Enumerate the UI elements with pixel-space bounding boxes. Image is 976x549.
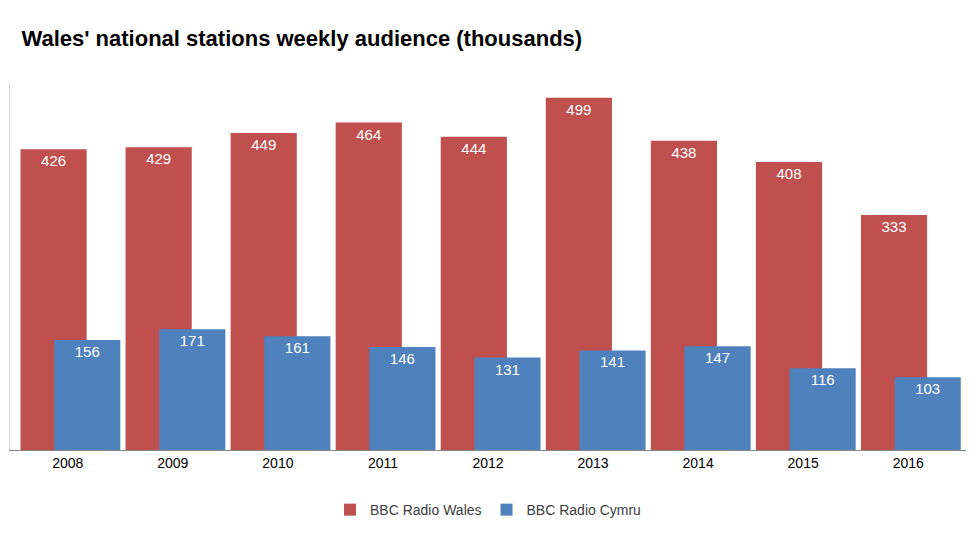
svg-text:444: 444 [461, 140, 486, 157]
svg-text:103: 103 [915, 380, 940, 397]
svg-text:2011: 2011 [368, 455, 398, 471]
svg-text:2010: 2010 [262, 455, 293, 471]
svg-text:438: 438 [671, 144, 696, 161]
svg-text:2013: 2013 [577, 455, 608, 471]
svg-text:2009: 2009 [157, 455, 188, 471]
svg-text:499: 499 [566, 101, 591, 118]
svg-text:449: 449 [251, 136, 276, 153]
svg-text:2016: 2016 [893, 455, 924, 471]
svg-text:146: 146 [390, 350, 415, 367]
svg-text:408: 408 [776, 165, 801, 182]
svg-text:147: 147 [705, 349, 730, 366]
svg-text:2015: 2015 [788, 455, 819, 471]
svg-text:Wales' national stations weekl: Wales' national stations weekly audience… [21, 26, 582, 51]
svg-text:BBC Radio Wales: BBC Radio Wales [370, 502, 482, 518]
svg-text:131: 131 [495, 361, 520, 378]
svg-text:426: 426 [41, 152, 66, 169]
svg-text:156: 156 [75, 343, 100, 360]
svg-text:161: 161 [285, 339, 310, 356]
svg-text:BBC Radio Cymru: BBC Radio Cymru [527, 502, 641, 518]
svg-text:2012: 2012 [472, 455, 503, 471]
svg-text:2014: 2014 [683, 455, 714, 471]
svg-text:141: 141 [600, 353, 625, 370]
svg-text:333: 333 [882, 218, 907, 235]
svg-text:171: 171 [180, 332, 205, 349]
svg-text:2008: 2008 [52, 455, 83, 471]
svg-text:464: 464 [356, 126, 381, 143]
svg-text:116: 116 [811, 371, 835, 388]
svg-text:429: 429 [146, 150, 171, 167]
